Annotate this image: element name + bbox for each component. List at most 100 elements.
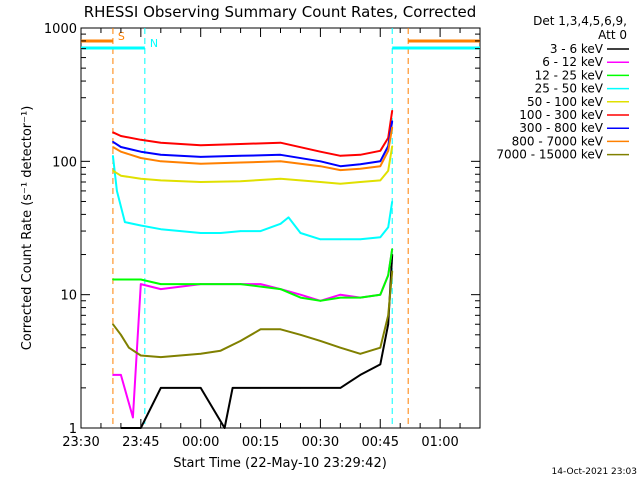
- legend-label: 50 - 100 keV: [527, 95, 604, 109]
- series-point-3: [140, 224, 142, 227]
- plot-frame: [80, 27, 481, 429]
- series-line-2: [112, 248, 394, 302]
- legend-header-1: Det 1,3,4,5,6,9,: [533, 14, 627, 28]
- series-point-3: [387, 226, 390, 229]
- series-point-3: [379, 236, 382, 238]
- series-point-5: [120, 135, 122, 137]
- series-point-7: [279, 160, 282, 163]
- series-point-0: [299, 387, 302, 389]
- series-line-3: [111, 155, 394, 241]
- series-point-4: [239, 180, 242, 182]
- y-tick-label: 1: [69, 422, 77, 437]
- series-point-3: [160, 228, 162, 230]
- series-point-4: [120, 174, 122, 177]
- series-point-8: [339, 346, 342, 349]
- series-point-8: [199, 353, 202, 355]
- series-point-8: [259, 328, 262, 331]
- legend-header-2: Att 0: [598, 28, 627, 42]
- series-point-2: [112, 278, 114, 281]
- series-point-3: [259, 230, 262, 232]
- series-point-8: [120, 334, 122, 336]
- series-point-2: [299, 296, 302, 299]
- flag-label-n: N: [150, 37, 158, 50]
- series-point-3: [287, 216, 290, 219]
- series-point-2: [239, 283, 242, 285]
- series-point-3: [299, 232, 302, 234]
- series-point-3: [339, 238, 342, 241]
- y-axis-label: Corrected Count Rate (s⁻¹ detector⁻¹): [20, 106, 35, 351]
- chart-title: RHESSI Observing Summary Count Rates, Co…: [84, 3, 477, 21]
- series-point-4: [140, 177, 142, 180]
- series-point-8: [359, 353, 362, 355]
- legend-label: 6 - 12 keV: [542, 55, 604, 69]
- series-point-6: [319, 160, 322, 163]
- series-point-0: [387, 323, 390, 326]
- legend-label: 7000 - 15000 keV: [496, 148, 603, 162]
- series-point-2: [391, 248, 394, 250]
- series-point-2: [379, 293, 382, 296]
- series-point-1: [339, 293, 342, 296]
- series-point-8: [299, 334, 302, 336]
- series-point-6: [239, 155, 242, 157]
- series-point-3: [219, 232, 222, 234]
- series-point-3: [359, 238, 362, 241]
- series-point-5: [391, 109, 394, 112]
- series-point-0: [223, 427, 226, 429]
- series-point-1: [112, 374, 114, 376]
- series-point-2: [160, 283, 162, 285]
- series-point-4: [359, 181, 362, 183]
- series-point-8: [239, 340, 242, 342]
- series-point-3: [112, 155, 114, 157]
- x-tick-label: 00:15: [242, 435, 279, 450]
- series-point-4: [379, 179, 382, 182]
- series-point-7: [112, 146, 114, 148]
- series-point-5: [379, 149, 382, 152]
- series-point-8: [160, 356, 162, 358]
- series-point-8: [279, 328, 282, 331]
- series-point-0: [339, 387, 342, 389]
- series-point-4: [199, 181, 202, 183]
- series-point-3: [319, 238, 322, 241]
- series-point-8: [319, 340, 322, 342]
- series-point-5: [319, 150, 322, 153]
- series-point-2: [279, 288, 282, 290]
- series-point-4: [391, 145, 394, 147]
- series-point-4: [319, 181, 322, 183]
- series-point-1: [120, 374, 122, 376]
- series-point-4: [160, 179, 162, 182]
- series-point-7: [120, 150, 122, 153]
- legend-label: 3 - 6 keV: [550, 42, 604, 56]
- series-point-5: [140, 139, 142, 141]
- series-line-0: [120, 254, 394, 429]
- series-point-1: [140, 283, 142, 285]
- series-point-2: [359, 296, 362, 299]
- footer-date: 14-Oct-2021 23:03: [552, 467, 637, 477]
- x-tick-label: 00:45: [362, 435, 399, 450]
- series-point-0: [199, 387, 202, 389]
- series-point-3: [239, 230, 242, 232]
- series-point-7: [199, 162, 202, 165]
- series-point-2: [140, 278, 142, 281]
- x-tick-label: 00:00: [182, 435, 219, 450]
- x-tick-label: 01:00: [421, 435, 458, 450]
- series-point-6: [379, 160, 382, 163]
- x-axis: 23:30 23:45 00:00 00:15 00:30 00:45 01:00: [62, 28, 481, 450]
- series-line-7: [112, 127, 394, 172]
- series-point-7: [140, 157, 142, 159]
- series-point-8: [112, 323, 114, 326]
- series-point-8: [379, 346, 382, 349]
- series-point-3: [179, 230, 182, 232]
- x-tick-label: 23:45: [122, 435, 159, 450]
- series-point-1: [132, 416, 134, 419]
- series-point-2: [319, 299, 322, 302]
- x-tick-label: 23:30: [62, 435, 99, 450]
- series-point-4: [387, 169, 390, 172]
- series-point-6: [339, 165, 342, 167]
- series-point-3: [116, 190, 118, 192]
- series-point-6: [359, 163, 362, 166]
- x-tick-label: 00:30: [302, 435, 339, 450]
- series-point-8: [387, 314, 390, 317]
- flag-label-s: S: [118, 30, 125, 43]
